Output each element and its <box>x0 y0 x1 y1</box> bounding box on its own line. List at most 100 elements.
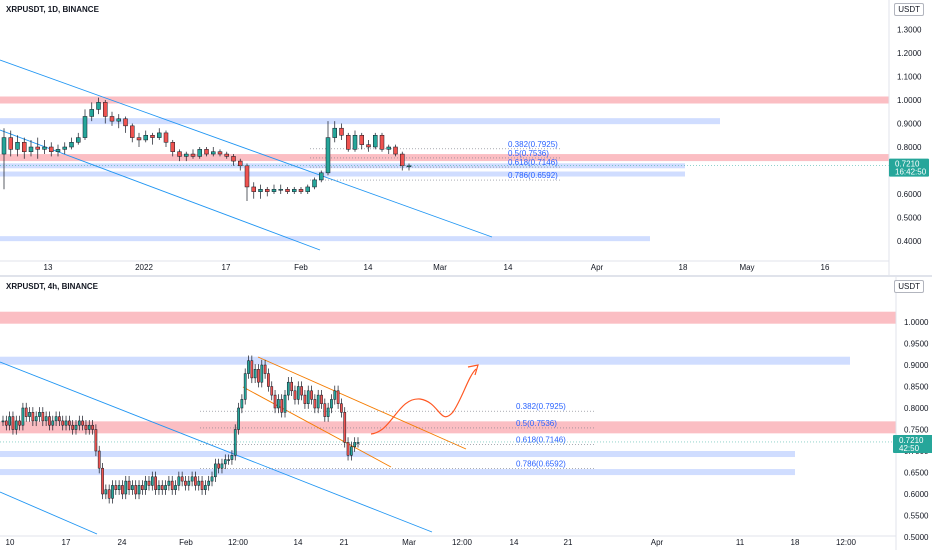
candle-5 <box>18 420 21 426</box>
candle-61 <box>204 485 207 490</box>
candle-44 <box>298 189 304 192</box>
candle-68 <box>227 459 230 461</box>
candle-22 <box>74 424 78 430</box>
candle-101 <box>336 390 340 404</box>
fib-level-label: 0.382(0.7925) <box>508 140 558 149</box>
candle-69 <box>230 455 234 460</box>
candle-31 <box>104 489 108 495</box>
daily-chart-canvas[interactable]: 0.382(0.7925)0.5(0.7536)0.618(0.7146) 0.7… <box>0 0 932 275</box>
candle-29 <box>197 149 202 157</box>
candle-24 <box>81 420 84 426</box>
candle-40 <box>134 485 138 495</box>
candle-9 <box>62 146 67 150</box>
candle-50 <box>167 480 171 486</box>
candle-6 <box>21 407 25 426</box>
candle-39 <box>265 189 270 192</box>
candle-32 <box>107 489 111 499</box>
candle-86 <box>286 381 290 396</box>
candle-74 <box>247 360 250 374</box>
resistance-zone <box>0 154 889 162</box>
candle-15 <box>51 420 55 426</box>
candle-107 <box>356 442 360 444</box>
candle-16 <box>54 416 58 422</box>
candle-49 <box>164 485 167 490</box>
last-price-tag <box>893 434 932 453</box>
candle-67 <box>223 459 227 465</box>
candle-36 <box>121 485 124 495</box>
candle-34 <box>231 156 236 162</box>
projection-arrow-path <box>370 368 477 435</box>
price-tick-label: 0.8000 <box>897 143 922 152</box>
candle-100 <box>333 390 337 400</box>
candle-77 <box>257 369 260 383</box>
fib-level-label: 0.618(0.7146) <box>508 158 558 167</box>
4h-chart-canvas[interactable]: 0.382(0.7925) 0.5(0.7536) 0.618(0.7146) 0.7… <box>0 277 932 550</box>
candle-27 <box>91 424 94 430</box>
candle-80 <box>267 373 270 387</box>
candle-1 <box>4 420 8 426</box>
candle-35 <box>117 485 121 490</box>
candle-11 <box>38 412 41 417</box>
candle-20 <box>68 420 71 426</box>
candle-89 <box>296 386 300 400</box>
candle-64 <box>213 463 217 478</box>
price-tick-label: 0.4000 <box>897 237 922 246</box>
candle-58 <box>393 146 398 155</box>
candle-46 <box>154 476 157 490</box>
candle-11 <box>76 137 81 143</box>
price-tick-label: 0.5000 <box>904 533 929 542</box>
candle-10 <box>69 142 74 148</box>
candle-21 <box>71 424 75 430</box>
resistance-zone <box>0 96 889 104</box>
last-price-label: 0.7210 <box>895 160 920 169</box>
candle-41 <box>137 485 141 495</box>
candle-82 <box>273 394 277 409</box>
daily-chart-panel[interactable]: 0.382(0.7925) 0.5(0.7536) 0.618(0.7146) 0.7… <box>0 0 932 275</box>
candle-46 <box>312 179 317 188</box>
time-tick-label: May <box>739 263 754 272</box>
candle-56 <box>379 135 385 150</box>
time-tick-label: 11 <box>736 538 745 547</box>
candle-75 <box>250 360 254 379</box>
candle-27 <box>184 153 189 157</box>
candle-97 <box>323 403 327 417</box>
candle-53 <box>359 135 364 145</box>
price-tick-label: 0.6000 <box>904 490 929 499</box>
candle-52 <box>352 135 358 150</box>
candle-35 <box>238 160 243 167</box>
candle-72 <box>240 399 244 409</box>
projection-arrow-head <box>467 364 479 376</box>
time-tick-label: Feb <box>294 263 308 272</box>
fib-level-label: 0.5(0.7536) <box>516 419 557 428</box>
pane-divider[interactable] <box>0 275 932 277</box>
candle-19 <box>64 420 68 426</box>
candle-44 <box>147 480 151 486</box>
4h-chart-panel[interactable]: 0.382(0.7925) 0.5(0.7536) 0.618(0.7146) 0.7… <box>0 277 932 550</box>
candle-78 <box>260 364 264 383</box>
candle-42 <box>285 189 290 192</box>
candle-33 <box>224 153 229 157</box>
currency-selector[interactable]: USDT <box>894 280 924 293</box>
chart-legend[interactable]: XRPUSDT, 1D, BINANCE <box>6 5 99 14</box>
candle-56 <box>187 480 191 486</box>
candle-96 <box>320 394 323 404</box>
candle-2 <box>15 142 20 150</box>
time-tick-label: 16 <box>821 263 830 272</box>
candle-25 <box>170 142 175 152</box>
candle-33 <box>111 485 114 499</box>
channel-lower-line <box>0 491 98 535</box>
chart-legend[interactable]: XRPUSDT, 4h, BINANCE <box>6 282 99 291</box>
candle-62 <box>207 480 211 486</box>
candle-23 <box>157 132 162 138</box>
candle-30 <box>101 467 104 495</box>
candle-3 <box>11 416 15 430</box>
candle-14 <box>48 416 51 426</box>
candle-50 <box>339 127 344 136</box>
candle-52 <box>174 485 177 490</box>
currency-selector[interactable]: USDT <box>894 3 924 16</box>
time-tick-label: Feb <box>179 538 193 547</box>
candle-90 <box>300 386 303 396</box>
candle-21 <box>143 135 148 141</box>
support-zone <box>0 451 795 458</box>
candle-54 <box>366 144 371 148</box>
